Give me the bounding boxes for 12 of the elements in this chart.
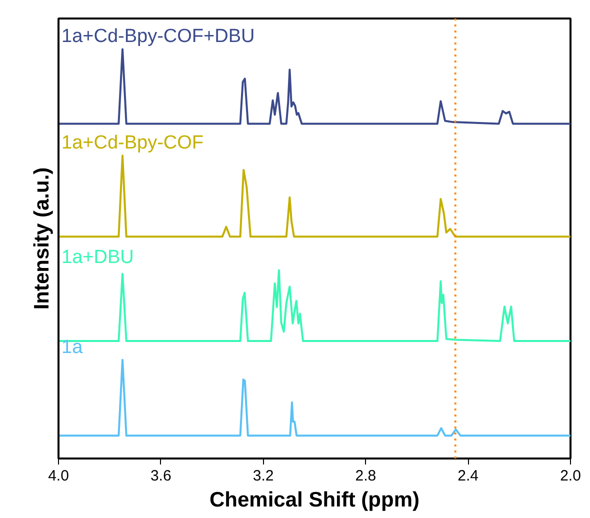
series-label: 1a+Cd-Bpy-COF+DBU [62,26,255,48]
x-axis-title: Chemical Shift (ppm) [209,488,420,512]
x-tick-label: 4.0 [48,468,69,484]
x-tick-label: 2.0 [560,468,581,484]
y-axis-title: Intensity (a.u.) [30,167,54,310]
text: 1a [62,336,84,358]
x-tick-label: 3.2 [252,468,274,484]
x-tick-label: 2.4 [458,468,479,484]
x-tick-label: 3.6 [150,468,172,484]
series-label: 1a+DBU [62,247,134,268]
series-label: 1a+Cd-Bpy-COF [62,132,204,154]
x-tick-label: 2.8 [355,468,376,484]
